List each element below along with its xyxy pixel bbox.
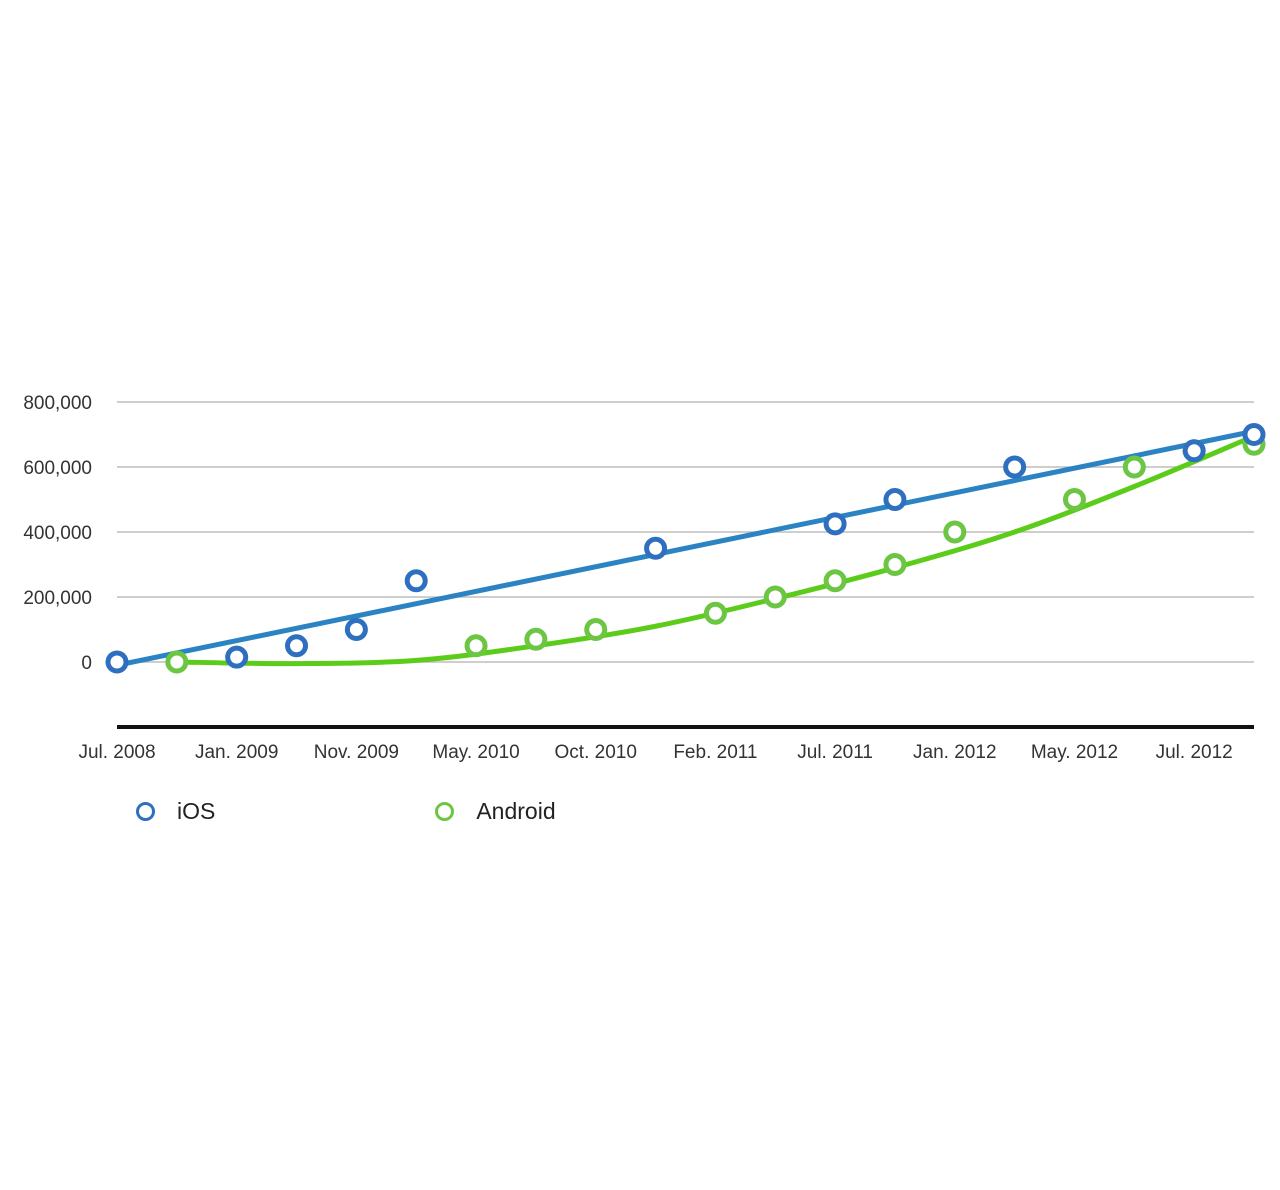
ios-data-point [1003, 455, 1027, 479]
ios-data-point [105, 650, 129, 674]
x-tick-label: Jul. 2008 [78, 742, 155, 763]
data-points [105, 423, 1266, 674]
y-tick-label: 600,000 [23, 458, 92, 479]
ios-data-point [225, 645, 249, 669]
android-data-point [524, 627, 548, 651]
android-marker-icon [435, 802, 455, 821]
x-tick-label: Jan. 2009 [195, 742, 278, 763]
android-data-point [464, 634, 488, 658]
ios-marker-icon [136, 802, 155, 821]
x-axis-tick-labels: Jul. 2008 Jan. 2009 Nov. 2009 May. 2010 Oct.… [78, 742, 1232, 763]
y-tick-label: 800,000 [23, 393, 92, 414]
legend-item-ios: iOS [136, 798, 215, 825]
android-data-point [883, 553, 907, 576]
x-tick-label: Jul. 2011 [797, 742, 873, 763]
android-trend-line [174, 433, 1257, 667]
y-tick-label: 200,000 [23, 588, 92, 609]
android-data-point [165, 650, 189, 674]
android-data-point [1062, 488, 1086, 511]
ios-data-point [644, 536, 668, 560]
android-data-point [763, 585, 787, 609]
legend: iOS Android [136, 798, 556, 825]
x-tick-label: Jan. 2012 [913, 742, 996, 763]
legend-label-android: Android [476, 798, 556, 824]
android-data-point [703, 601, 727, 625]
ios-data-point [285, 634, 309, 658]
x-tick-label: Oct. 2010 [555, 742, 637, 763]
y-tick-label: 400,000 [23, 523, 92, 544]
y-axis-tick-labels: 800,000 600,000 400,000 200,000 0 [23, 393, 92, 674]
x-tick-label: Jul. 2012 [1156, 742, 1233, 763]
legend-item-android: Android [435, 798, 556, 825]
legend-label-ios: iOS [177, 798, 216, 824]
gridlines [117, 401, 1254, 663]
x-tick-label: May. 2010 [432, 742, 519, 763]
ios-data-point [883, 488, 907, 511]
android-data-point [584, 618, 608, 641]
android-data-point [1122, 455, 1146, 479]
x-tick-label: May. 2012 [1031, 742, 1118, 763]
y-tick-label: 0 [81, 653, 92, 674]
ios-data-point [1242, 423, 1266, 446]
x-tick-label: Feb. 2011 [673, 742, 757, 763]
android-data-point [823, 569, 847, 593]
ios-trend-line [114, 428, 1257, 668]
ios-data-point [404, 569, 428, 593]
ios-data-point [1182, 439, 1206, 463]
android-data-point [943, 520, 967, 544]
ios-data-point [344, 618, 368, 641]
ios-data-point [823, 512, 847, 536]
x-tick-label: Nov. 2009 [314, 742, 399, 763]
